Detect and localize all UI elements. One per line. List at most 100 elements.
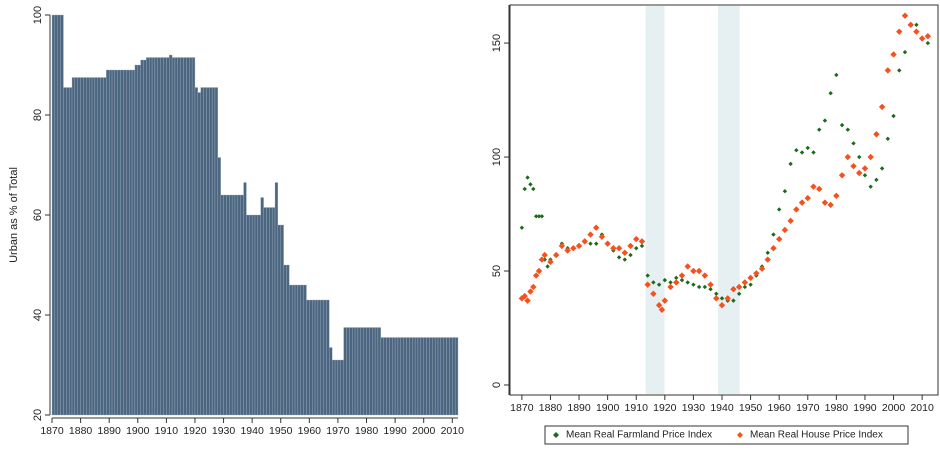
point (558, 242, 566, 250)
bar (317, 299, 321, 416)
bar (366, 327, 370, 416)
point (902, 49, 908, 55)
bar (332, 359, 336, 416)
point (724, 295, 731, 302)
bar (177, 57, 181, 416)
point (844, 153, 851, 161)
point (918, 35, 926, 42)
bar (354, 327, 359, 416)
point (604, 240, 611, 247)
x-tick-label: 1950 (739, 402, 763, 414)
point (747, 274, 754, 282)
point (621, 249, 628, 256)
bar (329, 347, 333, 416)
bar (320, 299, 324, 416)
point (552, 251, 560, 259)
bar (149, 57, 153, 416)
point (878, 103, 886, 111)
bar (71, 77, 76, 416)
point (834, 72, 839, 78)
point (535, 267, 543, 275)
bar (174, 57, 178, 416)
point (804, 194, 811, 202)
bar (337, 359, 341, 416)
bar (426, 337, 430, 416)
bar (352, 327, 356, 416)
point (527, 288, 534, 295)
bar (106, 69, 110, 416)
bar (234, 194, 239, 416)
point (627, 242, 634, 250)
bar (191, 57, 196, 416)
x-tick-label: 1920 (653, 402, 677, 414)
bar (217, 157, 221, 416)
bar (437, 337, 442, 416)
point (874, 177, 879, 183)
bar (63, 87, 67, 416)
bar (380, 337, 384, 416)
bar (240, 194, 244, 416)
point (896, 28, 903, 35)
x-tick-label: 1950 (269, 425, 293, 437)
point (850, 162, 857, 170)
bar (169, 54, 173, 416)
point (838, 172, 846, 179)
legend-label: Mean Real Farmland Price Index (566, 430, 712, 441)
point (817, 127, 822, 132)
point (839, 122, 845, 128)
y-tick-label: 40 (32, 309, 44, 321)
bar (412, 337, 416, 416)
bar (300, 284, 304, 416)
point (674, 275, 679, 281)
bar (454, 337, 459, 416)
bar (340, 359, 344, 416)
point (667, 283, 674, 291)
point (695, 267, 703, 275)
bar (274, 182, 279, 416)
bar (186, 57, 190, 416)
bar (83, 77, 87, 416)
bar (143, 59, 147, 416)
bar (314, 299, 319, 416)
point (633, 235, 640, 243)
bar (349, 327, 353, 416)
point (901, 12, 909, 19)
bar (123, 69, 127, 416)
x-tick-label: 1960 (768, 402, 792, 414)
x-tick-label: 1970 (796, 402, 820, 414)
bar (406, 337, 410, 416)
bar (243, 182, 247, 416)
y-axis-label: Urban as % of Total (8, 167, 20, 263)
bar (269, 207, 273, 416)
point (730, 286, 737, 293)
point (679, 277, 685, 283)
point (758, 265, 766, 272)
bar (326, 299, 330, 416)
point (533, 214, 539, 219)
bar (200, 87, 204, 416)
bar (277, 224, 281, 416)
bar (369, 327, 373, 416)
bar (440, 337, 444, 416)
bar (223, 194, 227, 416)
point (787, 217, 794, 225)
bar (86, 77, 90, 416)
y-tick-label: 100 (491, 148, 503, 166)
bar (443, 337, 447, 416)
point (525, 175, 530, 180)
point (530, 283, 537, 291)
point (891, 113, 896, 119)
bar (383, 337, 387, 416)
right-plot-frame (509, 4, 939, 396)
bar (374, 327, 379, 416)
point (673, 279, 680, 286)
bar (197, 92, 201, 416)
x-tick-label: 2000 (412, 425, 436, 437)
bar (114, 69, 118, 416)
bar (409, 337, 413, 416)
bar (134, 64, 138, 416)
bar (154, 57, 158, 416)
bar (157, 57, 161, 416)
bar (163, 57, 167, 416)
